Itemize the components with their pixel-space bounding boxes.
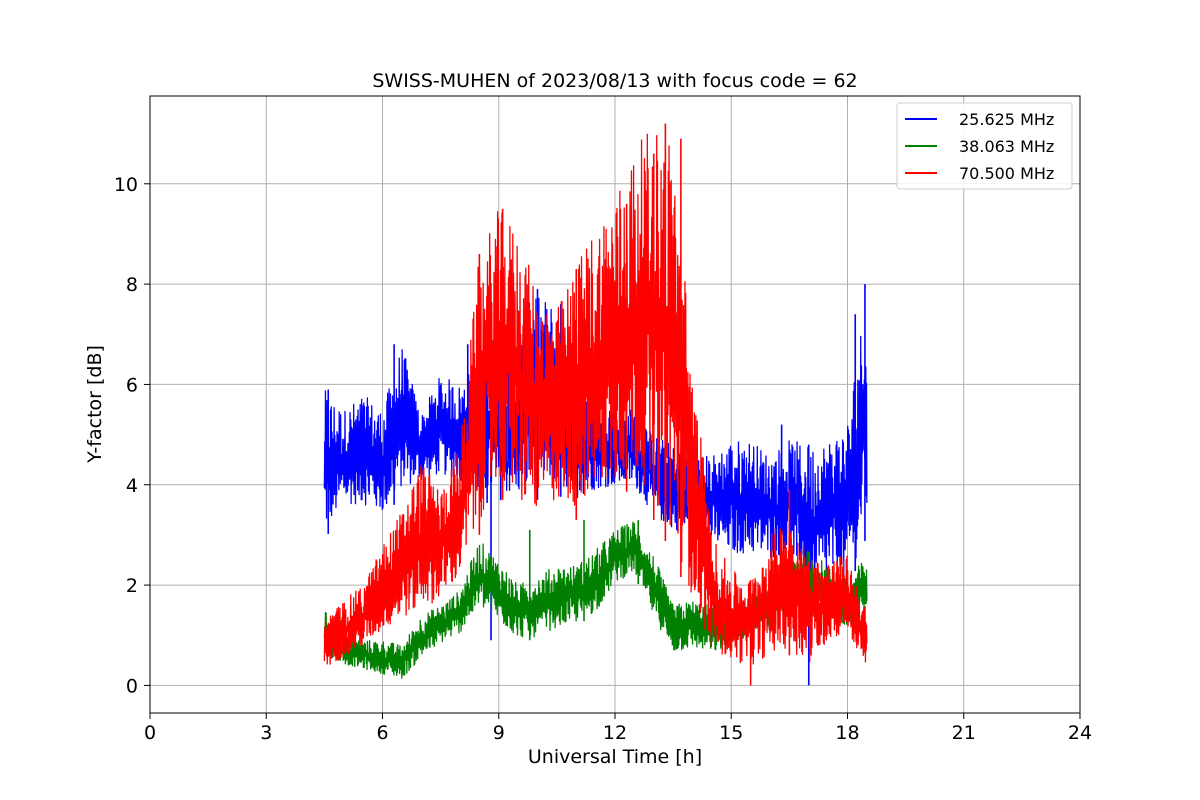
legend-entry: 25.625 MHz — [959, 110, 1054, 129]
y-tick-label: 10 — [114, 174, 138, 196]
x-tick-label: 21 — [952, 722, 976, 744]
x-tick-label: 15 — [719, 722, 743, 744]
x-axis-label: Universal Time [h] — [528, 746, 702, 768]
legend-entry: 38.063 MHz — [959, 137, 1054, 156]
series-line-3 — [323, 133, 868, 665]
x-tick-label: 24 — [1068, 722, 1092, 744]
y-tick-label: 4 — [126, 475, 138, 497]
x-tick-label: 0 — [144, 722, 156, 744]
y-tick-label: 2 — [126, 575, 138, 597]
legend-box — [896, 102, 1073, 190]
series-line-1 — [323, 297, 868, 594]
x-tick-label: 12 — [603, 722, 627, 744]
x-tick-label: 6 — [376, 722, 388, 744]
y-axis: 0 2 4 6 8 10 — [114, 174, 150, 697]
plot-area — [323, 123, 868, 686]
y-tick-label: 0 — [126, 675, 138, 697]
legend: 25.625 MHz 38.063 MHz 70.500 MHz — [896, 102, 1073, 190]
x-tick-label: 3 — [260, 722, 272, 744]
x-axis: 0 3 6 9 12 15 18 21 24 — [144, 713, 1092, 744]
x-tick-label: 18 — [835, 722, 859, 744]
x-tick-label: 9 — [493, 722, 505, 744]
legend-entry: 70.500 MHz — [959, 164, 1054, 183]
y-tick-label: 8 — [126, 274, 138, 296]
y-axis-label: Y-factor [dB] — [84, 345, 106, 464]
chart-title: SWISS-MUHEN of 2023/08/13 with focus cod… — [372, 70, 857, 92]
y-tick-label: 6 — [126, 374, 138, 396]
